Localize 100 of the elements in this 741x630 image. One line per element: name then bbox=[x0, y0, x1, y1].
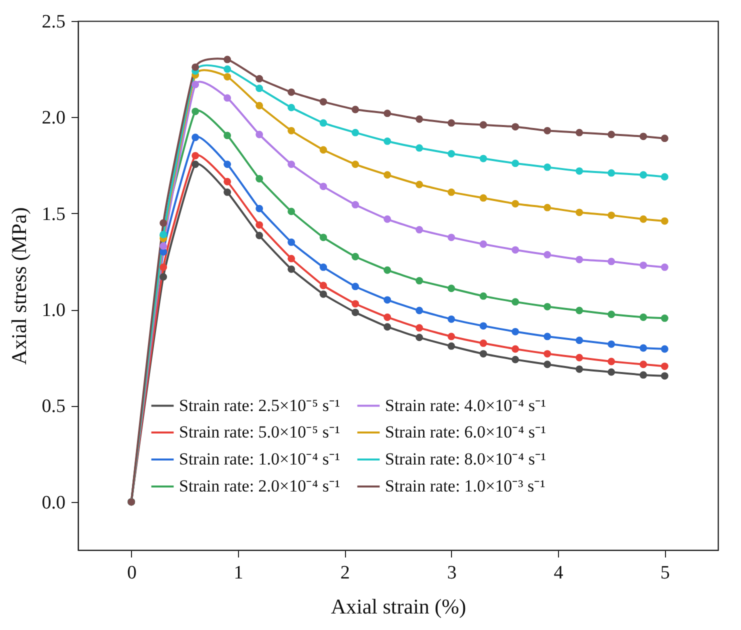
point bbox=[544, 350, 552, 358]
point bbox=[640, 360, 648, 368]
point bbox=[224, 94, 232, 102]
legend-label: Strain rate: 1.0×10⁻⁴ s⁻¹ bbox=[179, 450, 340, 468]
point bbox=[320, 119, 328, 127]
point bbox=[320, 264, 328, 271]
point bbox=[576, 256, 584, 264]
point bbox=[416, 144, 424, 152]
point bbox=[288, 265, 296, 273]
x-axis-title: Axial strain (%) bbox=[330, 594, 466, 618]
point bbox=[660, 362, 668, 370]
legend-label: Strain rate: 8.0×10⁻⁴ s⁻¹ bbox=[385, 450, 546, 468]
point bbox=[256, 232, 264, 240]
point bbox=[480, 240, 488, 248]
point bbox=[192, 108, 200, 116]
point bbox=[448, 315, 456, 323]
point bbox=[192, 63, 200, 71]
y-tick-label: 0.5 bbox=[42, 396, 66, 418]
point bbox=[352, 160, 360, 168]
point bbox=[512, 160, 520, 168]
point bbox=[288, 238, 296, 246]
point bbox=[352, 106, 360, 114]
point bbox=[288, 208, 296, 216]
point bbox=[640, 314, 648, 321]
point bbox=[416, 276, 424, 284]
legend-label: Strain rate: 2.0×10⁻⁴ s⁻¹ bbox=[179, 476, 340, 496]
point bbox=[384, 215, 392, 223]
point bbox=[480, 292, 488, 300]
point bbox=[352, 308, 360, 316]
point bbox=[416, 324, 424, 332]
point bbox=[352, 282, 360, 290]
point bbox=[160, 273, 168, 281]
point bbox=[320, 98, 328, 106]
point bbox=[576, 336, 584, 344]
point bbox=[544, 360, 552, 368]
point bbox=[608, 358, 616, 366]
point bbox=[544, 126, 552, 134]
point bbox=[544, 302, 552, 310]
point bbox=[576, 306, 584, 314]
point bbox=[608, 340, 616, 348]
point bbox=[256, 130, 264, 138]
point bbox=[192, 80, 200, 88]
point bbox=[288, 126, 296, 134]
point bbox=[224, 65, 232, 73]
point bbox=[256, 204, 264, 212]
point bbox=[256, 221, 264, 229]
point bbox=[320, 146, 328, 154]
point bbox=[544, 332, 552, 340]
x-tick-label: 0 bbox=[127, 562, 137, 584]
point bbox=[512, 328, 520, 336]
point bbox=[640, 371, 648, 379]
point bbox=[384, 138, 392, 145]
point bbox=[192, 134, 200, 142]
point bbox=[160, 242, 168, 250]
point bbox=[660, 217, 668, 225]
y-axis-title: Axial stress (MPa) bbox=[6, 207, 31, 365]
x-tick-label: 3 bbox=[447, 562, 457, 584]
point bbox=[512, 123, 520, 130]
point bbox=[608, 368, 616, 376]
point bbox=[660, 134, 668, 142]
point bbox=[288, 88, 296, 96]
point bbox=[480, 322, 488, 330]
point bbox=[224, 132, 232, 140]
point bbox=[288, 254, 296, 262]
point bbox=[256, 102, 264, 110]
point bbox=[608, 310, 616, 318]
x-tick-label: 1 bbox=[234, 562, 244, 584]
point bbox=[160, 219, 168, 227]
point bbox=[576, 167, 584, 175]
x-tick-label: 4 bbox=[554, 562, 564, 584]
point bbox=[224, 160, 232, 168]
point bbox=[480, 340, 488, 347]
point bbox=[640, 215, 648, 223]
point bbox=[224, 73, 232, 80]
point bbox=[192, 152, 200, 160]
point bbox=[384, 323, 392, 331]
point bbox=[416, 306, 424, 314]
point bbox=[640, 171, 648, 179]
point bbox=[448, 234, 456, 242]
point bbox=[288, 104, 296, 112]
point bbox=[256, 84, 264, 92]
point bbox=[544, 251, 552, 258]
point bbox=[480, 121, 488, 129]
point bbox=[480, 350, 488, 358]
point bbox=[448, 332, 456, 340]
point bbox=[660, 264, 668, 271]
y-tick-label: 2.0 bbox=[42, 108, 66, 129]
point bbox=[608, 258, 616, 266]
point bbox=[448, 119, 456, 127]
point bbox=[660, 372, 668, 380]
legend-label: Strain rate: 4.0×10⁻⁴ s⁻¹ bbox=[385, 396, 546, 415]
point bbox=[448, 150, 456, 158]
point bbox=[576, 365, 584, 373]
point bbox=[224, 56, 232, 64]
point bbox=[608, 212, 616, 219]
point bbox=[512, 246, 520, 254]
point bbox=[384, 296, 392, 304]
point bbox=[256, 75, 264, 82]
point bbox=[660, 314, 668, 322]
point bbox=[576, 208, 584, 216]
